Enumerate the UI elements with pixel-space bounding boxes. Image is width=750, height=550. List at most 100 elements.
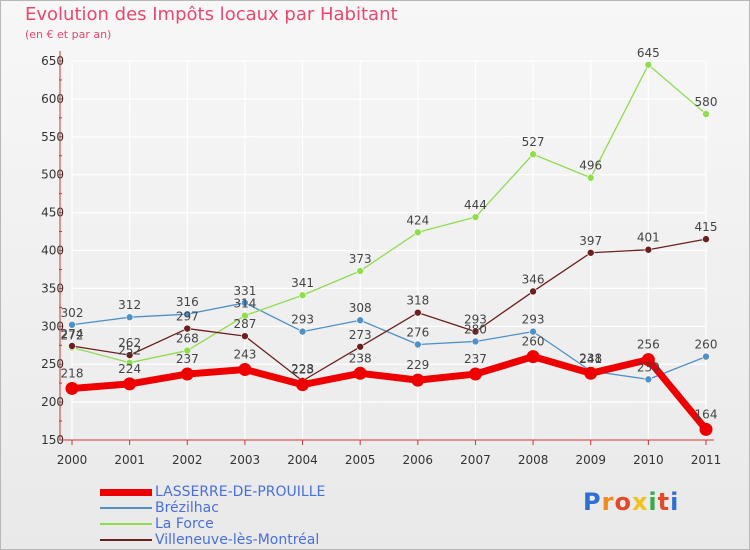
data-label: 164: [695, 407, 718, 421]
data-point: [529, 150, 537, 159]
data-label: 302: [61, 306, 84, 320]
legend-label: LASSERRE-DE-PROUILLE: [155, 484, 326, 500]
data-point: [241, 311, 249, 320]
data-label: 238: [579, 351, 602, 365]
data-label: 238: [349, 351, 372, 365]
logo-letter: i: [648, 488, 658, 516]
y-tick-label: 550: [41, 130, 64, 144]
data-point: [644, 60, 653, 69]
legend-swatch: [100, 488, 152, 496]
y-tick-label: 600: [41, 92, 64, 106]
data-point: [702, 110, 710, 118]
legend-item: Brézilhac: [100, 500, 325, 516]
x-tick-label: 2004: [287, 453, 318, 467]
data-point: [68, 342, 76, 350]
data-label: 260: [522, 335, 545, 349]
logo-letter: P: [583, 488, 602, 516]
data-label: 262: [118, 336, 141, 350]
data-label: 256: [637, 338, 660, 352]
legend-swatch: [100, 507, 152, 509]
data-label: 237: [176, 352, 199, 366]
data-point: [356, 316, 364, 325]
chart-title: Evolution des Impôts locaux par Habitant: [25, 4, 398, 25]
data-point: [298, 327, 307, 336]
data-label: 645: [637, 46, 660, 60]
data-point: [353, 366, 367, 380]
y-tick-label: 450: [41, 206, 64, 220]
x-tick-label: 2003: [230, 453, 261, 467]
x-tick-label: 2002: [172, 453, 203, 467]
data-label: 228: [291, 362, 314, 376]
y-tick-label: 300: [41, 319, 64, 333]
data-label: 527: [522, 135, 545, 149]
data-point: [529, 287, 537, 296]
data-label: 280: [464, 322, 487, 336]
data-label: 230: [637, 360, 660, 374]
data-label: 580: [695, 95, 718, 109]
data-point: [65, 381, 79, 395]
legend-item: Villeneuve-lès-Montréal: [100, 532, 325, 548]
data-label: 496: [579, 159, 602, 173]
data-point: [644, 375, 653, 384]
data-label: 297: [176, 310, 199, 324]
data-point: [180, 367, 194, 381]
data-label: 415: [695, 220, 718, 234]
data-point: [414, 340, 422, 349]
y-tick-label: 150: [41, 433, 64, 447]
logo-letter: x: [631, 488, 649, 516]
data-label: 268: [176, 332, 199, 346]
data-label: 341: [291, 276, 314, 290]
data-label: 229: [406, 358, 429, 372]
x-tick-label: 2010: [633, 453, 664, 467]
data-point: [125, 313, 134, 322]
data-label: 316: [176, 295, 199, 309]
data-label: 274: [61, 327, 84, 341]
data-point: [471, 327, 480, 336]
data-point: [183, 310, 192, 318]
data-label: 293: [522, 313, 545, 327]
data-point: [125, 351, 134, 359]
data-label: 373: [349, 252, 372, 266]
data-point: [641, 353, 655, 367]
data-label: 318: [406, 294, 429, 308]
data-point: [586, 248, 595, 257]
data-label: 276: [406, 325, 429, 339]
data-point: [241, 332, 249, 340]
x-tick-label: 2011: [691, 453, 722, 467]
data-point: [411, 373, 425, 387]
logo-letter: t: [657, 488, 671, 516]
data-point: [183, 324, 192, 333]
data-label: 223: [291, 363, 314, 377]
legend-item: La Force: [100, 516, 325, 532]
data-point: [702, 352, 710, 361]
data-point: [702, 235, 710, 243]
y-tick-label: 350: [41, 281, 64, 295]
y-tick-label: 400: [41, 244, 64, 258]
data-point: [238, 363, 252, 377]
data-point: [356, 267, 364, 275]
legend-label: Villeneuve-lès-Montréal: [155, 532, 320, 548]
logo-letter: i: [670, 488, 680, 516]
data-label: 312: [118, 298, 141, 312]
legend-label: La Force: [155, 516, 214, 532]
x-tick-label: 2000: [57, 453, 88, 467]
data-label: 252: [118, 344, 141, 358]
data-point: [529, 327, 537, 336]
data-point: [471, 213, 480, 221]
data-label: 287: [233, 317, 256, 331]
data-point: [586, 173, 595, 182]
data-point: [526, 350, 540, 364]
x-tick-label: 2008: [518, 453, 549, 467]
data-point: [183, 346, 192, 355]
data-point: [644, 245, 653, 254]
data-point: [125, 358, 134, 367]
x-tick-label: 2005: [345, 453, 376, 467]
data-label: 308: [349, 301, 372, 315]
data-point: [296, 378, 310, 392]
data-label: 218: [61, 366, 84, 380]
chart-subtitle: (en € et par an): [25, 28, 112, 41]
data-label: 241: [579, 352, 602, 366]
data-label: 237: [464, 352, 487, 366]
